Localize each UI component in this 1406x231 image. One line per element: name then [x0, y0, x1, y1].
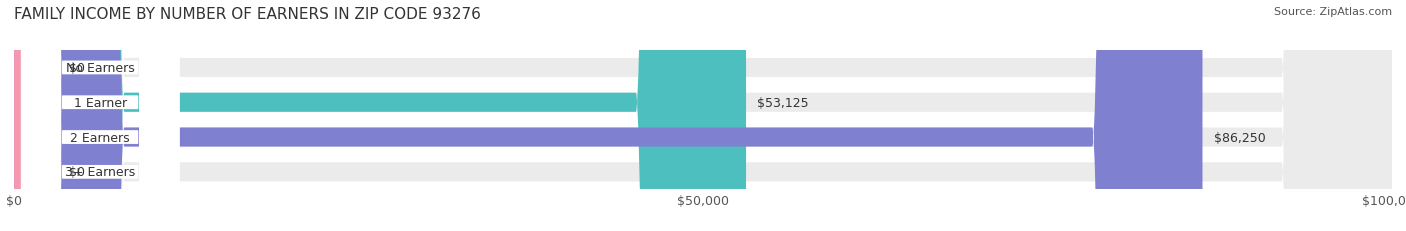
FancyBboxPatch shape	[14, 0, 48, 231]
FancyBboxPatch shape	[21, 0, 180, 231]
FancyBboxPatch shape	[14, 0, 1392, 231]
Text: $86,250: $86,250	[1213, 131, 1265, 144]
FancyBboxPatch shape	[14, 0, 747, 231]
Text: No Earners: No Earners	[66, 62, 135, 75]
FancyBboxPatch shape	[21, 0, 180, 231]
FancyBboxPatch shape	[14, 0, 1392, 231]
Text: $0: $0	[69, 166, 86, 179]
Text: $53,125: $53,125	[756, 96, 808, 109]
Text: 1 Earner: 1 Earner	[73, 96, 127, 109]
FancyBboxPatch shape	[14, 0, 1392, 231]
Text: FAMILY INCOME BY NUMBER OF EARNERS IN ZIP CODE 93276: FAMILY INCOME BY NUMBER OF EARNERS IN ZI…	[14, 7, 481, 22]
FancyBboxPatch shape	[14, 0, 1392, 231]
Text: Source: ZipAtlas.com: Source: ZipAtlas.com	[1274, 7, 1392, 17]
Text: 3+ Earners: 3+ Earners	[65, 166, 135, 179]
FancyBboxPatch shape	[14, 0, 1202, 231]
FancyBboxPatch shape	[14, 0, 48, 231]
Text: $0: $0	[69, 62, 86, 75]
Text: 2 Earners: 2 Earners	[70, 131, 129, 144]
FancyBboxPatch shape	[21, 0, 180, 231]
FancyBboxPatch shape	[21, 0, 180, 231]
